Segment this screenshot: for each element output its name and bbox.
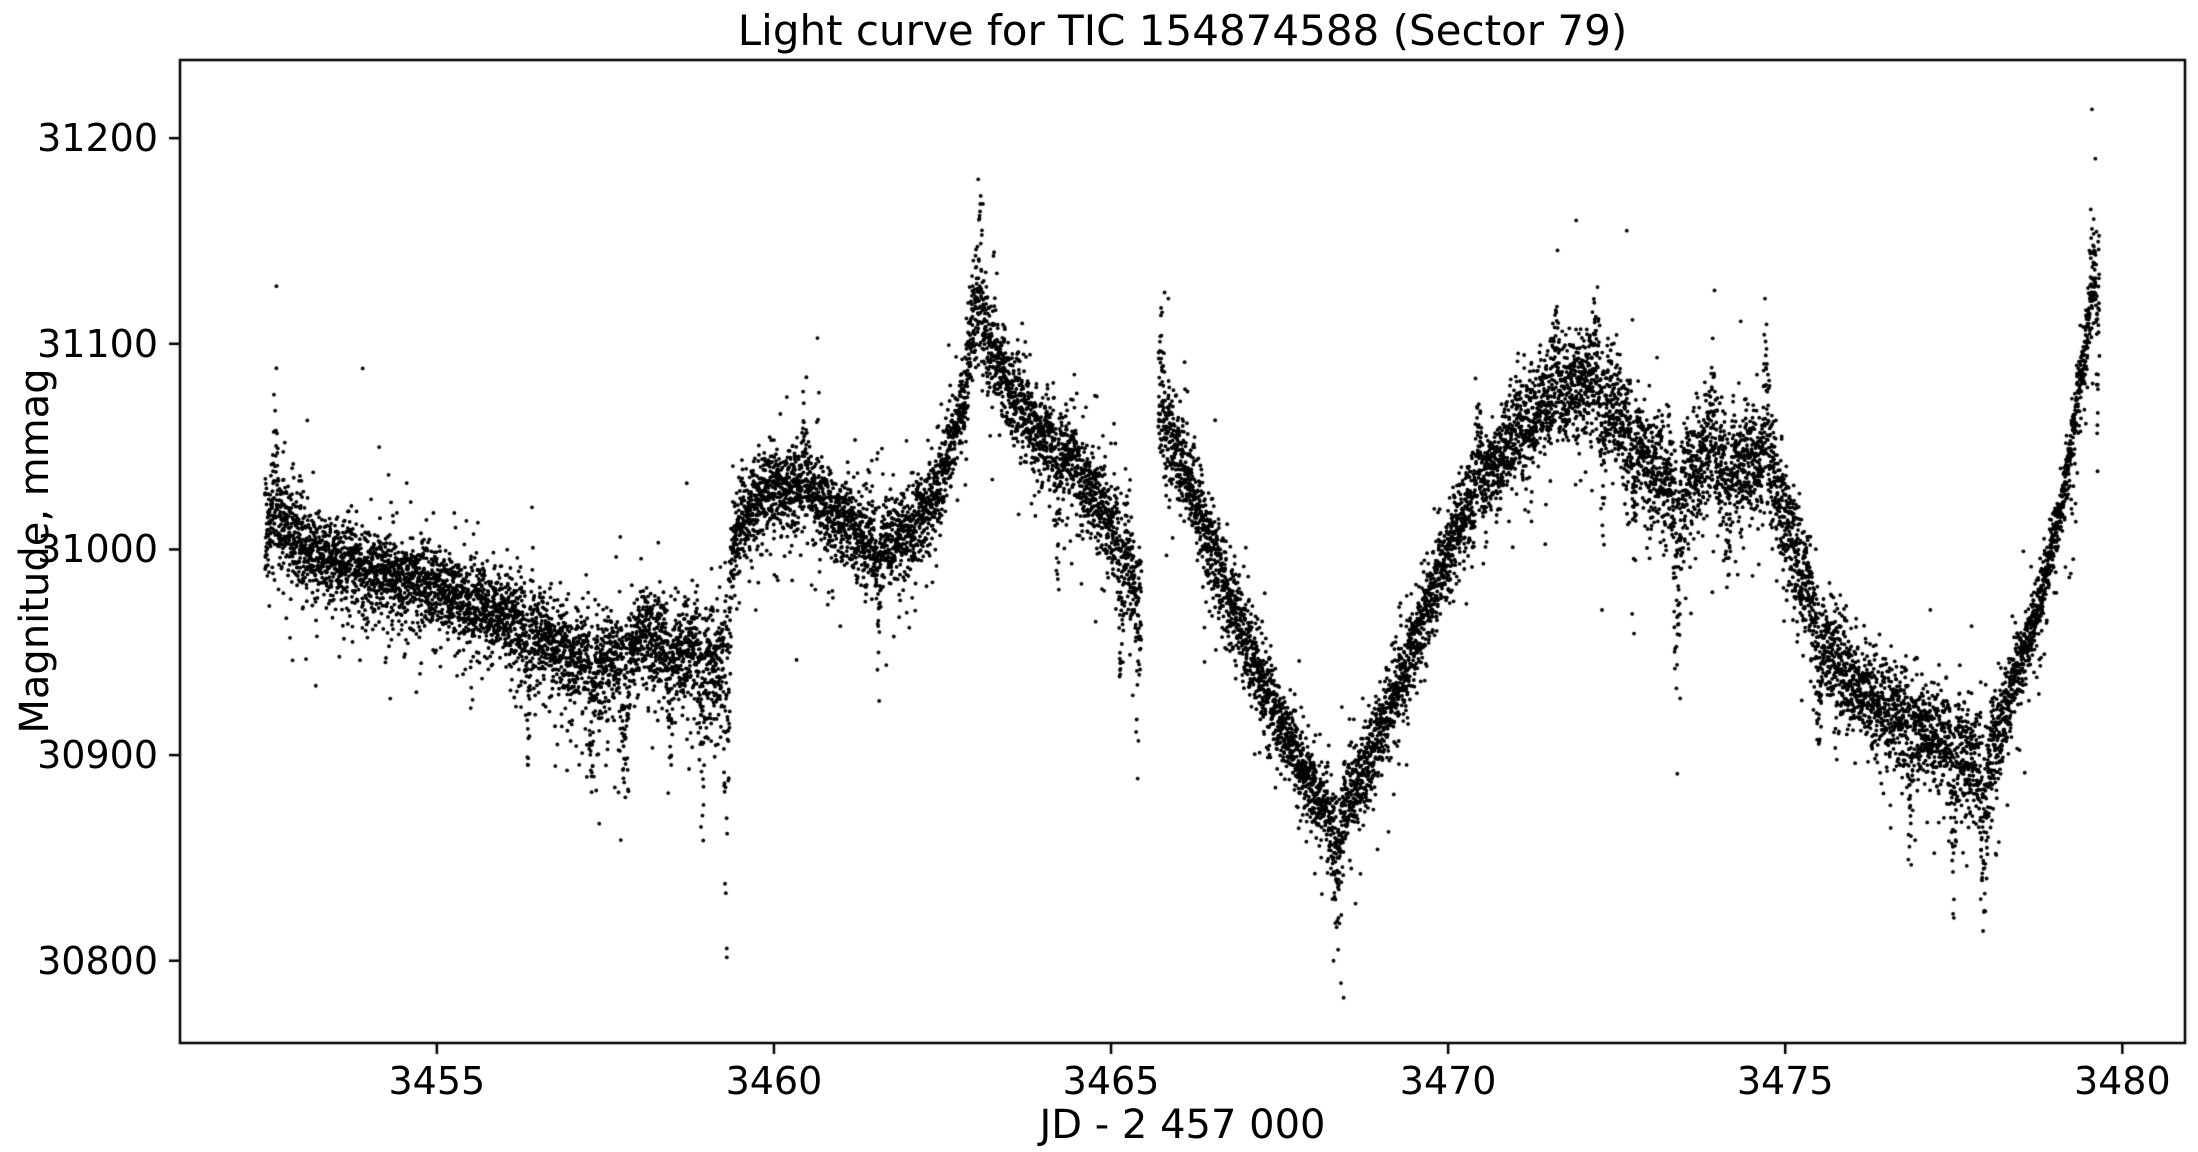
chart-title: Light curve for TIC 154874588 (Sector 79… — [737, 6, 1628, 55]
y-tick-label: 30800 — [37, 938, 158, 983]
x-tick-label: 3475 — [1736, 1059, 1834, 1103]
x-tick-label: 3455 — [388, 1059, 486, 1103]
x-tick-label: 3460 — [725, 1059, 823, 1103]
y-tick-label: 30900 — [37, 733, 158, 778]
y-tick-label: 31000 — [37, 527, 158, 572]
x-tick-label: 3465 — [1062, 1059, 1160, 1103]
x-tick-label: 3480 — [2073, 1059, 2171, 1103]
y-tick-label: 31100 — [37, 321, 158, 366]
x-tick-label: 3470 — [1399, 1059, 1497, 1103]
y-tick-label: 31200 — [37, 116, 158, 161]
x-axis-label: JD - 2 457 000 — [1039, 1102, 1326, 1148]
